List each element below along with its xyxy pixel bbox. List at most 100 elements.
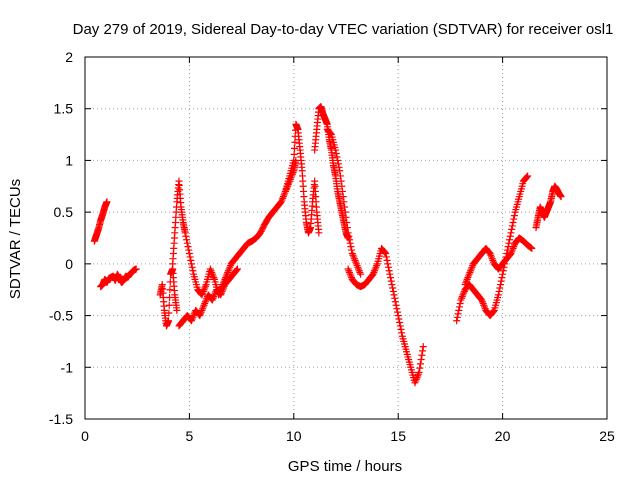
data-point-interp bbox=[209, 294, 217, 302]
data-point-interp bbox=[370, 268, 378, 276]
data-point-interp bbox=[197, 308, 205, 316]
data-point-interp bbox=[184, 243, 192, 251]
y-tick-label: 2 bbox=[65, 49, 73, 65]
data-point-interp bbox=[187, 260, 195, 268]
data-point bbox=[196, 312, 204, 320]
data-point-interp bbox=[371, 267, 379, 275]
data-point-interp bbox=[226, 263, 234, 271]
y-tick-label: 0.5 bbox=[54, 204, 74, 220]
data-point bbox=[332, 146, 340, 154]
data-point-interp bbox=[165, 301, 173, 309]
data-point-interp bbox=[327, 130, 335, 138]
data-point bbox=[217, 291, 225, 299]
data-point-interp bbox=[508, 222, 516, 230]
data-point bbox=[419, 343, 427, 351]
data-point-interp bbox=[416, 364, 424, 372]
data-point bbox=[478, 296, 486, 304]
data-point bbox=[187, 317, 195, 325]
data-point-interp bbox=[217, 289, 225, 297]
data-point-interp bbox=[210, 293, 218, 301]
x-axis-label: GPS time / hours bbox=[288, 458, 402, 475]
data-point-interp bbox=[208, 270, 216, 278]
data-point-interp bbox=[382, 253, 390, 261]
points-layer bbox=[90, 103, 565, 387]
data-point-interp bbox=[510, 215, 518, 223]
data-point bbox=[415, 368, 423, 376]
data-point bbox=[394, 312, 402, 320]
data-point bbox=[386, 270, 394, 278]
data-point-interp bbox=[224, 267, 232, 275]
data-point-interp bbox=[488, 255, 496, 263]
data-point-interp bbox=[347, 243, 355, 251]
data-point-interp bbox=[456, 300, 464, 308]
plot-frame bbox=[84, 56, 608, 420]
y-tick-label: -0.5 bbox=[49, 308, 73, 324]
data-point-interp bbox=[342, 213, 350, 221]
data-point-interp bbox=[186, 253, 194, 261]
data-point-interp bbox=[199, 303, 207, 311]
data-point-interp bbox=[497, 277, 505, 285]
data-point-interp bbox=[343, 224, 351, 232]
data-point bbox=[494, 291, 502, 299]
data-point bbox=[233, 265, 241, 273]
data-point bbox=[465, 270, 473, 278]
y-tick-label: 1 bbox=[65, 152, 73, 168]
data-point-interp bbox=[508, 248, 516, 256]
data-point-interp bbox=[480, 301, 488, 309]
data-point bbox=[352, 260, 360, 268]
data-point bbox=[507, 229, 515, 237]
data-point-interp bbox=[291, 138, 299, 146]
data-point-interp bbox=[391, 298, 399, 306]
data-point-interp bbox=[333, 153, 341, 161]
data-point-interp bbox=[481, 303, 489, 311]
data-point bbox=[357, 270, 365, 278]
data-point-interp bbox=[459, 291, 467, 299]
data-point bbox=[315, 229, 323, 237]
data-point bbox=[290, 156, 298, 164]
data-point bbox=[173, 306, 181, 314]
data-point-interp bbox=[224, 268, 232, 276]
data-point-interp bbox=[455, 306, 463, 314]
data-point-interp bbox=[201, 298, 209, 306]
chart-title: Day 279 of 2019, Sidereal Day-to-day VTE… bbox=[73, 21, 614, 38]
data-point bbox=[198, 291, 206, 299]
data-point bbox=[461, 281, 469, 289]
data-point bbox=[208, 296, 216, 304]
data-point-interp bbox=[281, 189, 289, 197]
data-point-interp bbox=[506, 236, 514, 244]
data-point-interp bbox=[354, 263, 362, 271]
data-point bbox=[336, 167, 344, 175]
data-point-interp bbox=[189, 313, 197, 321]
data-point-interp bbox=[337, 177, 345, 185]
data-point-interp bbox=[188, 263, 196, 271]
data-point-interp bbox=[463, 275, 471, 283]
x-tick-label: 0 bbox=[81, 428, 89, 444]
data-point-interp bbox=[418, 351, 426, 359]
data-point-interp bbox=[467, 265, 475, 273]
data-point bbox=[369, 270, 377, 278]
data-point-interp bbox=[381, 249, 389, 257]
data-point-interp bbox=[348, 246, 356, 254]
data-point-interp bbox=[197, 310, 205, 318]
data-point-interp bbox=[351, 256, 359, 264]
data-point-interp bbox=[395, 315, 403, 323]
data-point-interp bbox=[391, 294, 399, 302]
data-point bbox=[223, 270, 231, 278]
data-point-interp bbox=[345, 236, 353, 244]
data-point-interp bbox=[334, 160, 342, 168]
data-point-interp bbox=[218, 287, 226, 295]
data-point-interp bbox=[202, 296, 210, 304]
data-point-interp bbox=[280, 191, 288, 199]
data-point-interp bbox=[384, 260, 392, 268]
data-point-interp bbox=[373, 262, 381, 270]
data-point bbox=[499, 270, 507, 278]
data-point-interp bbox=[387, 277, 395, 285]
data-point-interp bbox=[495, 287, 503, 295]
data-point-interp bbox=[468, 263, 476, 271]
data-point bbox=[277, 198, 285, 206]
data-point-interp bbox=[487, 253, 495, 261]
data-point-interp bbox=[334, 156, 342, 164]
data-point-interp bbox=[394, 308, 402, 316]
data-point-interp bbox=[220, 284, 228, 292]
data-point-interp bbox=[189, 267, 197, 275]
